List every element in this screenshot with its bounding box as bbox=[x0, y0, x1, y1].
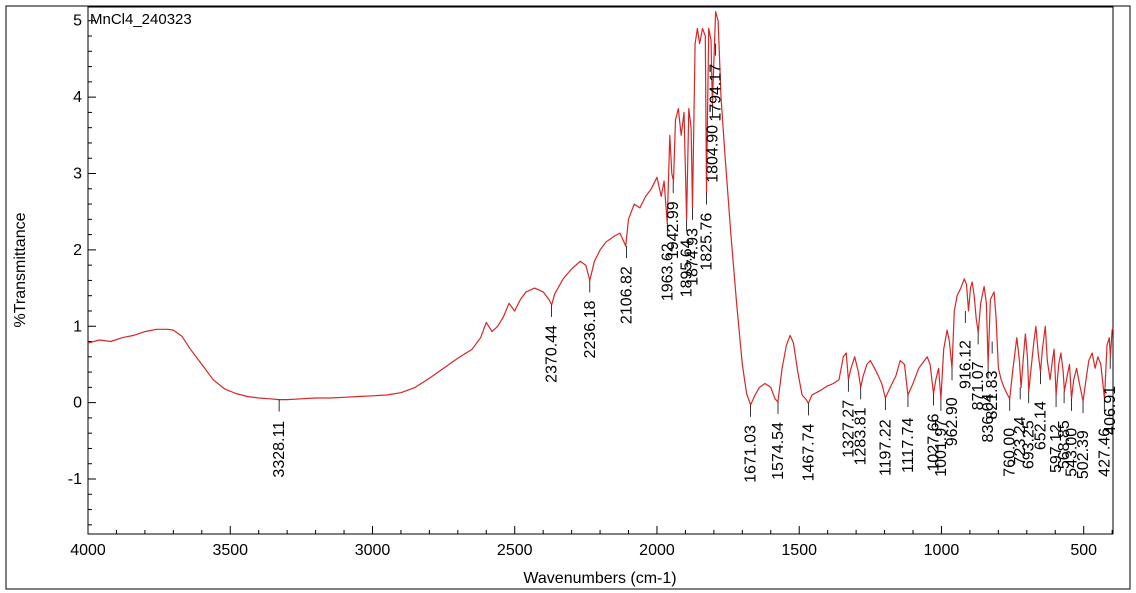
peak-label: 1467.74 bbox=[800, 423, 817, 481]
peak-label: 1794.17 bbox=[708, 64, 725, 122]
peak-label: 568.85 bbox=[1056, 420, 1073, 469]
y-tick-label: 1 bbox=[73, 318, 82, 335]
y-tick-label: 4 bbox=[73, 89, 82, 106]
peak-label: 871.07 bbox=[970, 361, 987, 410]
peak-label: 962.90 bbox=[944, 397, 961, 446]
peak-label: 1574.54 bbox=[770, 422, 787, 480]
peak-label: 2106.82 bbox=[619, 266, 636, 324]
peak-label: 1942.99 bbox=[665, 201, 682, 259]
x-tick-label: 2000 bbox=[639, 542, 675, 559]
x-axis: 4000 3500 3000 2500 2000 1500 1000 500 bbox=[70, 526, 1113, 559]
peak-label: 1117.74 bbox=[900, 417, 917, 473]
x-tick-label: 3500 bbox=[212, 542, 248, 559]
peak-label: 1895.64 bbox=[679, 239, 696, 297]
peak-label: 3328.11 bbox=[271, 421, 288, 478]
spectrum-line bbox=[87, 11, 1114, 406]
peak-annotations: 3328.11 2370.44 2236.18 2106.82 1963.621942.… bbox=[271, 43, 1119, 483]
peak-label: 1963.62 bbox=[659, 243, 676, 301]
x-tick-label: 4000 bbox=[70, 542, 106, 559]
peak-label: 427.46 bbox=[1096, 428, 1113, 477]
y-axis-label: %Transmittance bbox=[12, 212, 29, 327]
peak-label: 502.39 bbox=[1075, 430, 1092, 479]
peak-label: 1283.81 bbox=[853, 407, 870, 465]
peak-label: 2370.44 bbox=[544, 325, 561, 383]
peak-label: 652.14 bbox=[1032, 401, 1049, 450]
x-tick-label: 2500 bbox=[497, 542, 533, 559]
peak-label: 1825.76 bbox=[699, 213, 716, 271]
series-layer bbox=[87, 11, 1114, 406]
peak-label: 406.91 bbox=[1102, 386, 1119, 435]
peak-label: 916.12 bbox=[957, 340, 974, 389]
peak-label: 2236.18 bbox=[582, 300, 599, 358]
plot-area bbox=[87, 6, 1114, 535]
figure-border bbox=[5, 5, 1131, 590]
y-tick-label: -1 bbox=[68, 471, 82, 488]
peak-label: 821.83 bbox=[984, 370, 1001, 419]
sample-label: MnCl4_240323 bbox=[90, 11, 192, 28]
peak-label: 1001.97 bbox=[933, 419, 950, 477]
peak-label: 836.04 bbox=[980, 393, 997, 442]
peak-label: 543.00 bbox=[1063, 428, 1080, 477]
x-axis-label: Wavenumbers (cm-1) bbox=[523, 570, 676, 587]
peak-label: 1874.93 bbox=[685, 228, 702, 286]
peak-label: 1804.90 bbox=[704, 125, 721, 183]
peak-label: 597.12 bbox=[1048, 424, 1065, 473]
peak-label: 693.25 bbox=[1021, 420, 1038, 469]
x-tick-label: 1500 bbox=[781, 542, 817, 559]
peak-label: 1027.66 bbox=[926, 414, 943, 472]
y-tick-label: 3 bbox=[73, 166, 82, 183]
y-tick-label: 0 bbox=[73, 395, 82, 412]
peak-label: 1327.27 bbox=[840, 400, 857, 458]
peak-label: 1197.22 bbox=[877, 419, 894, 476]
y-axis: 5 4 3 2 1 0 -1 bbox=[68, 13, 96, 526]
x-tick-label: 500 bbox=[1070, 542, 1097, 559]
peak-label: 723.24 bbox=[1012, 416, 1029, 465]
peak-label: 1671.03 bbox=[743, 425, 760, 483]
y-tick-label: 5 bbox=[73, 13, 82, 30]
peak-label: 760.00 bbox=[1002, 428, 1019, 477]
x-tick-label: 1000 bbox=[924, 542, 960, 559]
x-tick-label: 3000 bbox=[355, 542, 391, 559]
y-tick-label: 2 bbox=[73, 242, 82, 259]
